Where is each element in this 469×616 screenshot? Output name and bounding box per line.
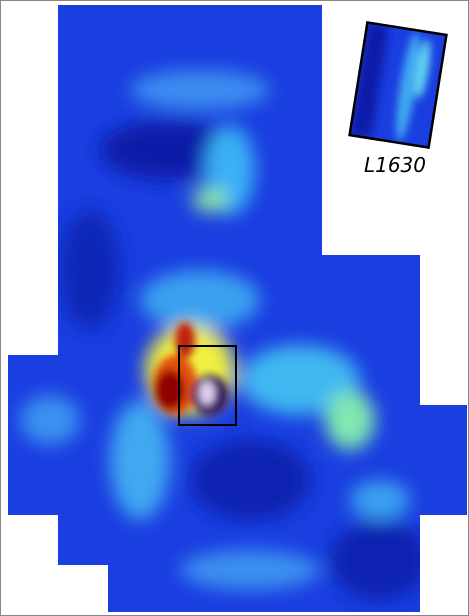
inset-label: L1630 <box>364 153 426 177</box>
intensity-map: L1630 <box>0 0 469 616</box>
inset-panel <box>350 22 447 147</box>
